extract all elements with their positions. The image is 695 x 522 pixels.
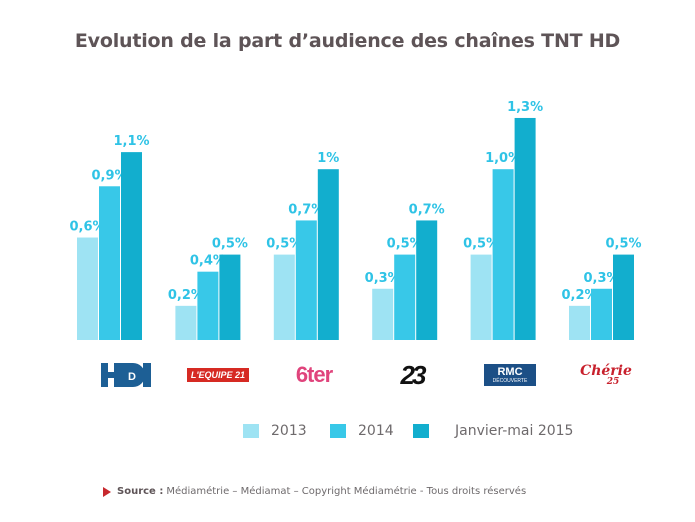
cherie25-logo-text: Chérie <box>580 362 632 379</box>
bar <box>569 305 590 340</box>
bar <box>372 288 394 340</box>
rmc-logo-box: RMC DÉCOUVERTE <box>484 364 536 386</box>
bar <box>470 254 492 340</box>
bar <box>273 254 295 340</box>
data-label: 1% <box>317 151 339 166</box>
hd1-logo-icon: D <box>101 363 151 387</box>
bar <box>197 271 219 340</box>
lequipe21-logo-text: L'EQUIPE 21 <box>186 368 250 382</box>
data-label: 0,3% <box>583 271 619 286</box>
data-label: 0,5% <box>605 237 641 252</box>
bar <box>492 169 514 340</box>
data-label: 0,7% <box>409 202 445 217</box>
data-label: 0,6% <box>69 220 105 235</box>
bar-group-5: 0,2% 0,3% 0,5% <box>561 237 642 340</box>
data-label: 0,9% <box>91 168 127 183</box>
data-label: 0,3% <box>365 271 401 286</box>
source-text: Médiamétrie – Médiamat – Copyright Média… <box>166 486 527 497</box>
data-label: 0,2% <box>168 288 204 303</box>
bar <box>121 152 142 340</box>
svg-text:D: D <box>128 371 136 383</box>
bar <box>295 220 317 340</box>
data-label: 0,5% <box>463 237 499 252</box>
data-label: 1,3% <box>507 100 543 115</box>
bar-group-3: 0,3% 0,5% 0,7% <box>365 202 445 340</box>
lequipe21-logo: L'EQUIPE 21 <box>184 360 252 390</box>
data-label: 0,5% <box>266 237 302 252</box>
bar <box>77 237 98 340</box>
bar <box>175 305 197 340</box>
source-note: Source : Médiamétrie – Médiamat – Copyri… <box>103 486 526 497</box>
hd1-logo: D <box>96 360 158 390</box>
data-label: 0,5% <box>387 237 423 252</box>
data-label: 1,0% <box>485 151 521 166</box>
data-label: 0,7% <box>288 202 324 217</box>
bar <box>613 254 634 340</box>
numero23-logo-text: 23 <box>400 359 427 390</box>
legend-item-2014: 2014 <box>330 423 394 439</box>
6ter-logo-text: 6ter <box>295 362 333 387</box>
bar <box>219 254 241 340</box>
6ter-logo: 6ter <box>282 360 346 390</box>
bar-group-1: 0,2% 0,4% 0,5% <box>168 237 248 340</box>
legend-swatch <box>330 424 346 438</box>
source-label: Source : <box>117 486 164 497</box>
bar <box>317 169 339 340</box>
legend-label: 2014 <box>358 423 394 439</box>
bar-group-0: 0,6% 0,9% 1,1% <box>69 134 150 340</box>
data-label: 0,4% <box>190 254 226 269</box>
bar <box>416 220 438 340</box>
bar <box>514 117 536 341</box>
bar <box>99 186 120 340</box>
data-label: 1,1% <box>113 134 149 149</box>
cherie25-logo: Chérie 25 <box>574 360 638 390</box>
chart-title: Evolution de la part d’audience des chaî… <box>74 30 621 52</box>
legend-swatch <box>243 424 259 438</box>
legend-swatch <box>413 424 429 438</box>
legend-item-2013: 2013 <box>243 423 307 439</box>
triangle-bullet-icon <box>103 486 111 497</box>
data-label: 0,2% <box>561 288 597 303</box>
legend-item-2015: Janvier-mai 2015 <box>413 423 573 439</box>
rmc-logo-text: RMC <box>497 365 523 378</box>
numero23-logo: 23 <box>380 360 444 390</box>
cherie25-logo-subtext: 25 <box>606 376 620 387</box>
rmc-logo-subtext: DÉCOUVERTE <box>492 377 528 384</box>
bar <box>394 254 416 340</box>
bar-group-2: 0,5% 0,7% 1% <box>266 151 339 340</box>
data-label: 0,5% <box>212 237 248 252</box>
bar-group-4: 0,5% 1,0% 1,3% <box>463 100 543 341</box>
legend-label: 2013 <box>271 423 307 439</box>
rmc-decouverte-logo: RMC DÉCOUVERTE <box>478 360 542 390</box>
bar <box>591 288 612 340</box>
legend-label: Janvier-mai 2015 <box>455 423 574 439</box>
